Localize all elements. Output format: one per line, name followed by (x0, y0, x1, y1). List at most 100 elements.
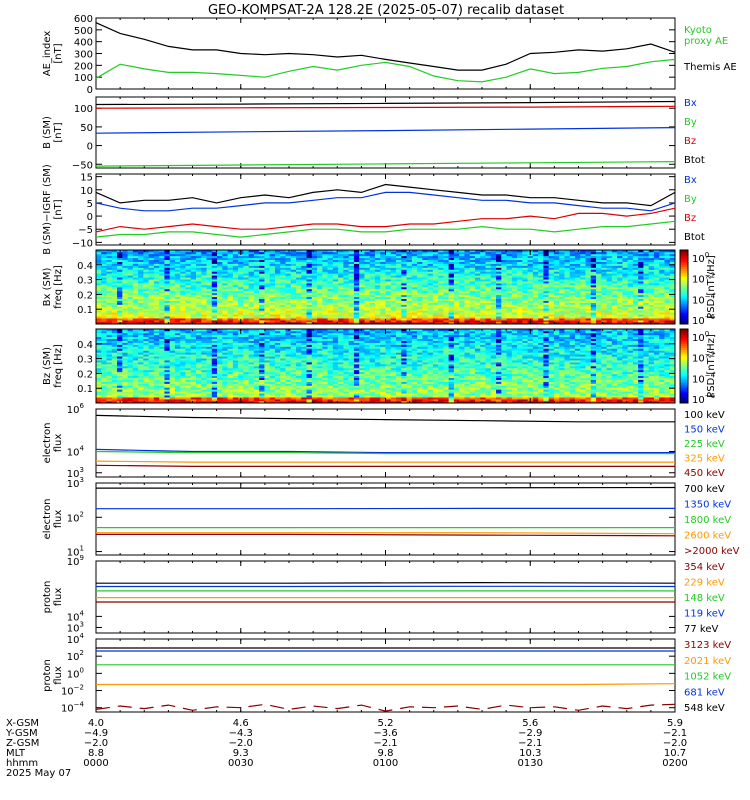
spectrogram-cell (164, 314, 170, 317)
spectrogram-cell (117, 330, 123, 334)
spectrogram-cell (148, 322, 155, 325)
spectrogram-cell (138, 366, 144, 369)
spectrogram-cell (453, 310, 460, 313)
spectrogram-cell (269, 322, 276, 325)
spectrogram-cell (296, 318, 302, 321)
spectrogram-cell (417, 277, 423, 280)
spectrogram-cell (432, 257, 439, 261)
spectrogram-cell (417, 287, 423, 290)
spectrogram-cell (269, 298, 276, 301)
spectrogram-cell (406, 259, 413, 262)
spectrogram-cell (232, 288, 239, 292)
spectrogram-cell (411, 257, 418, 261)
spectrogram-cell (338, 257, 344, 261)
spectrogram-cell (364, 279, 371, 282)
spectrogram-cell (248, 263, 255, 266)
spectrogram-cell (143, 385, 149, 388)
spectrogram-cell (301, 283, 307, 286)
spectrogram-cell (274, 310, 281, 313)
spectrogram-cell (96, 346, 102, 349)
spectrogram-cell (585, 261, 592, 264)
spectrogram-cell (496, 271, 502, 274)
spectrogram-cell (174, 285, 181, 288)
colorbar-step (680, 296, 688, 299)
spectrogram-cell (322, 308, 328, 311)
spectrogram-cell (538, 251, 544, 255)
colorbar-step (680, 259, 688, 262)
spectrogram-cell (548, 287, 555, 290)
spectrogram-cell (106, 322, 113, 325)
spectrogram-cell (511, 277, 518, 280)
spectrogram-cell (111, 364, 118, 367)
spectrogram-cell (311, 314, 318, 317)
spectrogram-cell (138, 379, 144, 382)
spectrogram-cell (548, 316, 555, 319)
spectrogram-cell (453, 283, 460, 286)
spectrogram-cell (606, 314, 613, 317)
spectrogram-cell (359, 281, 365, 284)
spectrogram-cell (190, 308, 197, 311)
spectrogram-cell (585, 265, 592, 268)
spectrogram-cell (569, 253, 576, 257)
spectrogram-cell (422, 250, 428, 253)
spectrogram-cell (585, 267, 592, 270)
spectrogram-cell (232, 298, 239, 301)
spectrogram-cell (211, 320, 218, 323)
spectrogram-cell (469, 320, 476, 323)
spectrogram-cell (317, 251, 323, 255)
spectrogram-cell (101, 281, 107, 284)
spectrogram-cell (117, 257, 123, 261)
spectrogram-cell (117, 371, 123, 375)
spectrogram-cell (227, 310, 234, 313)
spectrogram-cell (417, 283, 423, 286)
spectrogram-cell (659, 283, 665, 286)
spectrogram-cell (548, 288, 555, 292)
spectrogram-cell (538, 290, 544, 294)
spectrogram-cell (117, 298, 123, 301)
spectrogram-cell (448, 257, 455, 261)
spectrogram-cell (280, 306, 286, 309)
spectrogram-cell (664, 287, 671, 290)
spectrogram-cell (553, 250, 560, 253)
spectrogram-cell (559, 316, 565, 319)
spectrogram-cell (359, 302, 365, 305)
spectrogram-cell (659, 275, 665, 278)
spectrogram-cell (132, 308, 139, 311)
spectrogram-cell (111, 294, 118, 298)
spectrogram-cell (543, 290, 549, 294)
spectrogram-cell (317, 288, 323, 292)
spectrogram-cell (122, 273, 128, 276)
spectrogram-cell (248, 296, 255, 299)
spectrogram-cell (443, 257, 449, 261)
spectrogram-cell (111, 360, 118, 363)
spectrogram-cell (406, 273, 413, 276)
spectrogram-cell (627, 281, 634, 284)
spectrogram-cell (132, 320, 139, 323)
spectrogram-cell (527, 259, 534, 262)
spectrogram-cell (653, 285, 660, 288)
spectrogram-cell (327, 316, 334, 319)
spectrogram-cell (201, 320, 207, 323)
spectrogram-cell (301, 298, 307, 301)
spectrogram-cell (311, 250, 318, 253)
spectrogram-cell (617, 261, 623, 264)
spectrogram-cell (201, 296, 207, 299)
spectrogram-cell (553, 298, 560, 301)
spectrogram-cell (443, 251, 449, 255)
spectrogram-cell (369, 257, 376, 261)
spectrogram-cell (659, 253, 665, 257)
spectrogram-cell (180, 261, 186, 264)
spectrogram-cell (385, 277, 392, 280)
spectrogram-cell (538, 314, 544, 317)
spectrogram-cell (485, 269, 492, 272)
spectrogram-cell (648, 298, 655, 301)
spectrogram-cell (301, 296, 307, 299)
spectrogram-cell (132, 288, 139, 292)
spectrogram-cell (232, 306, 239, 309)
spectrogram-cell (643, 312, 649, 315)
spectrogram-cell (401, 285, 407, 288)
spectrogram-cell (574, 298, 581, 301)
spectrogram-cell (96, 320, 102, 323)
spectrogram-cell (111, 367, 118, 371)
spectrogram-cell (390, 273, 397, 276)
